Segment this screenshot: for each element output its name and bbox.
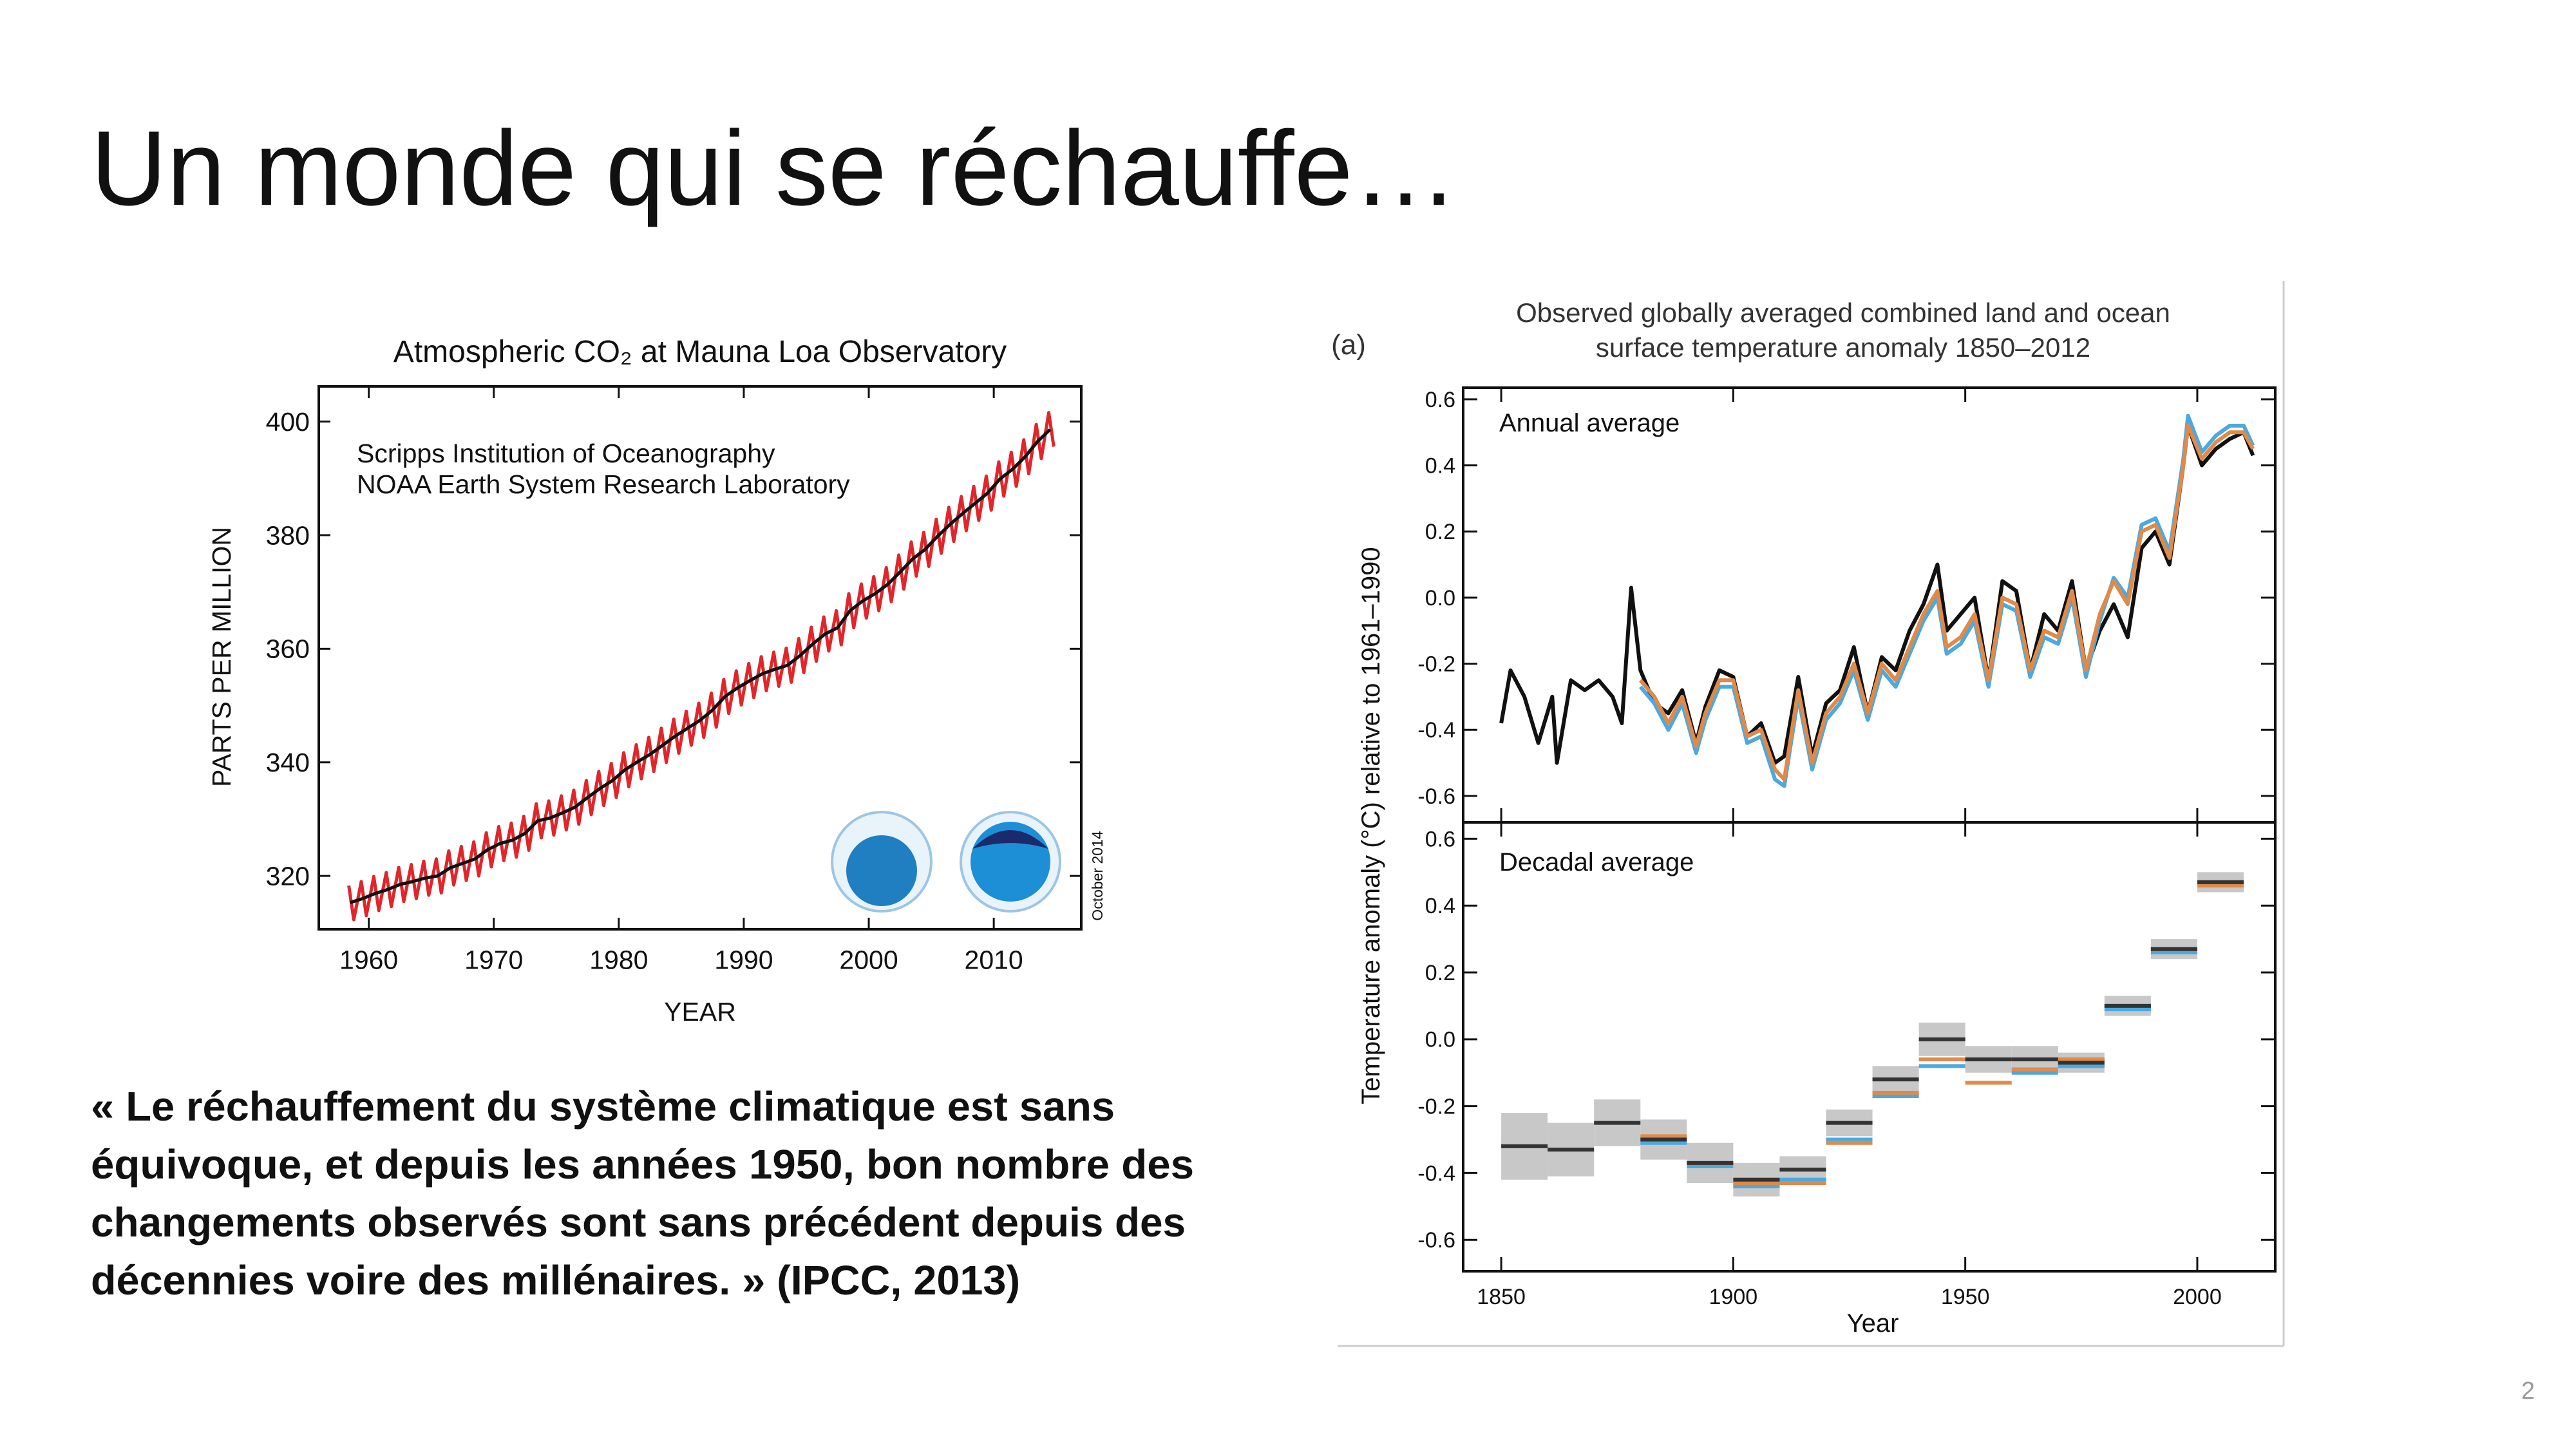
quote-line: décennies voire des millénaires. » (IPCC…: [91, 1257, 1020, 1303]
x-axis-label: Year: [1847, 1309, 1899, 1338]
y-tick-label: 0.0: [1425, 1028, 1455, 1052]
panel-annotation: Decadal average: [1499, 848, 1694, 876]
x-tick-label: 2000: [839, 945, 898, 975]
quote-line: changements observés sont sans précédent…: [91, 1199, 1186, 1245]
y-tick-label: 0.2: [1425, 961, 1455, 985]
y-tick-label: 360: [266, 634, 310, 664]
y-tick-label: 320: [266, 861, 310, 891]
chart-title: Atmospheric CO₂ at Mauna Loa Observatory: [393, 335, 1007, 369]
x-tick-label: 1990: [714, 945, 773, 975]
chart-title: Observed globally averaged combined land…: [1516, 298, 2170, 328]
plot-frame: [1462, 821, 2277, 1273]
x-tick-label: 2010: [965, 945, 1023, 975]
data-line: [349, 428, 1052, 904]
x-tick-label: 1900: [1709, 1285, 1758, 1309]
panel-annotation: Annual average: [1499, 409, 1680, 437]
x-tick-label: 1970: [464, 945, 523, 975]
x-tick-label: 2000: [2173, 1285, 2222, 1309]
y-tick-label: 400: [266, 407, 310, 437]
quote-line: « Le réchauffement du système climatique…: [91, 1083, 1115, 1130]
y-tick-label: -0.4: [1417, 718, 1455, 743]
y-tick-label: -0.6: [1417, 784, 1455, 809]
x-tick-label: 1850: [1477, 1285, 1526, 1309]
logo: [846, 835, 917, 906]
logos: [831, 811, 1061, 913]
x-axis-label: YEAR: [664, 997, 736, 1027]
x-tick-label: 1960: [339, 945, 398, 975]
y-tick-label: 0.4: [1425, 894, 1455, 918]
y-tick-label: 340: [266, 748, 310, 777]
page-number: 2: [2521, 1378, 2535, 1405]
quote: « Le réchauffement du système climatique…: [91, 1083, 1194, 1303]
y-axis-label: Temperature anomaly (°C) relative to 196…: [1357, 547, 1385, 1104]
y-tick-label: 0.0: [1425, 586, 1455, 611]
annotation: Scripps Institution of Oceanography: [357, 439, 775, 468]
y-tick-label: 0.4: [1425, 454, 1455, 478]
y-axis-label: PARTS PER MILLION: [207, 527, 236, 787]
annotation: NOAA Earth System Research Laboratory: [357, 469, 850, 499]
slide-title: Un monde qui se réchauffe…: [91, 109, 1458, 227]
chart-title: surface temperature anomaly 1850–2012: [1596, 332, 2090, 363]
y-tick-label: -0.2: [1417, 652, 1455, 677]
x-tick-label: 1980: [589, 945, 648, 975]
x-tick-label: 1950: [1941, 1285, 1990, 1309]
quote-line: équivoque, et depuis les années 1950, bo…: [91, 1141, 1194, 1188]
y-tick-label: 0.2: [1425, 520, 1455, 544]
date-note: October 2014: [1089, 831, 1106, 921]
plot-frame: [317, 385, 1083, 931]
y-tick-label: 380: [266, 520, 310, 550]
y-tick-label: 0.6: [1425, 388, 1455, 412]
panel-label: (a): [1331, 329, 1366, 361]
y-tick-label: -0.4: [1417, 1161, 1455, 1186]
logo: [972, 830, 1048, 849]
y-tick-label: 0.6: [1425, 827, 1455, 851]
y-tick-label: -0.6: [1417, 1228, 1455, 1253]
data-line: [1639, 424, 2255, 782]
y-tick-label: -0.2: [1417, 1095, 1455, 1119]
